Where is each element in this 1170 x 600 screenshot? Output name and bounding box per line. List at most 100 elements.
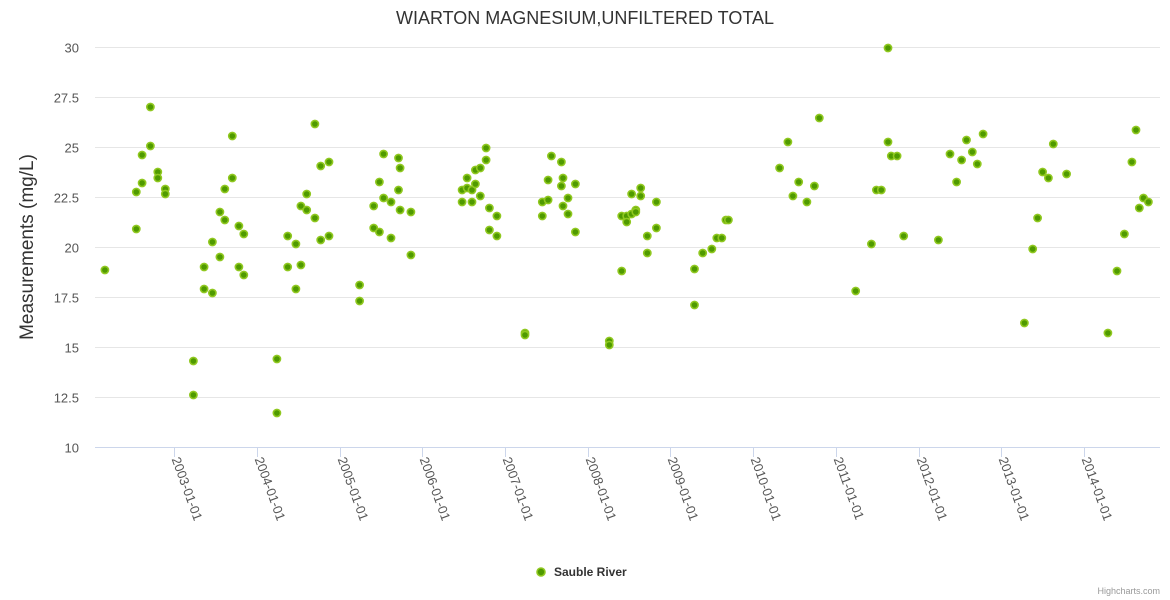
data-point[interactable] [475, 163, 485, 173]
data-point[interactable] [283, 262, 293, 272]
data-point[interactable] [467, 197, 477, 207]
data-point[interactable] [395, 163, 405, 173]
data-point[interactable] [374, 177, 384, 187]
data-point[interactable] [558, 173, 568, 183]
data-point[interactable] [617, 266, 627, 276]
data-point[interactable] [492, 211, 502, 221]
credits-link[interactable]: Highcharts.com [1097, 586, 1160, 596]
data-point[interactable] [188, 390, 198, 400]
data-point[interactable] [978, 129, 988, 139]
data-point[interactable] [272, 354, 282, 364]
data-point[interactable] [492, 231, 502, 241]
data-point[interactable] [814, 113, 824, 123]
data-point[interactable] [547, 151, 556, 161]
data-point[interactable] [316, 235, 326, 245]
data-point[interactable] [234, 262, 244, 272]
data-point[interactable] [239, 229, 249, 239]
data-point[interactable] [1038, 167, 1047, 177]
data-point[interactable] [302, 205, 312, 215]
data-point[interactable] [883, 43, 893, 53]
data-point[interactable] [652, 197, 661, 207]
data-point[interactable] [622, 217, 632, 227]
data-point[interactable] [296, 201, 306, 211]
data-point[interactable] [571, 227, 580, 237]
data-point[interactable] [557, 157, 566, 167]
data-point[interactable] [227, 131, 237, 141]
data-point[interactable] [1033, 213, 1042, 223]
data-point[interactable] [137, 150, 147, 160]
data-point[interactable] [1048, 139, 1058, 149]
data-point[interactable] [145, 102, 155, 112]
data-point[interactable] [302, 189, 312, 199]
data-point[interactable] [557, 181, 566, 191]
data-point[interactable] [802, 197, 812, 207]
data-point[interactable] [1127, 157, 1137, 167]
data-point[interactable] [563, 193, 573, 203]
data-point[interactable] [563, 209, 573, 219]
data-point[interactable] [851, 286, 861, 296]
data-point[interactable] [355, 280, 364, 290]
data-point[interactable] [636, 183, 646, 193]
data-point[interactable] [642, 231, 652, 241]
data-point[interactable] [717, 233, 727, 243]
data-point[interactable] [631, 207, 641, 217]
data-point[interactable] [543, 175, 553, 185]
data-point[interactable] [892, 151, 902, 161]
data-point[interactable] [227, 173, 237, 183]
data-point[interactable] [876, 185, 886, 195]
data-point[interactable] [296, 260, 306, 270]
data-point[interactable] [131, 224, 141, 234]
data-point[interactable] [395, 205, 405, 215]
data-point[interactable] [481, 155, 491, 165]
data-point[interactable] [220, 184, 230, 194]
data-point[interactable] [484, 203, 494, 213]
data-point[interactable] [394, 153, 403, 163]
data-point[interactable] [642, 248, 652, 258]
data-point[interactable] [962, 135, 971, 145]
data-point[interactable] [867, 239, 876, 249]
legend-item-sauble-river[interactable]: Sauble River [536, 565, 627, 579]
data-point[interactable] [386, 233, 396, 243]
data-point[interactable] [1062, 169, 1071, 179]
data-point[interactable] [324, 231, 334, 241]
data-point[interactable] [1028, 244, 1038, 254]
data-point[interactable] [215, 207, 225, 217]
data-point[interactable] [724, 215, 733, 225]
data-point[interactable] [272, 408, 282, 418]
data-point[interactable] [199, 262, 209, 272]
data-point[interactable] [153, 173, 163, 183]
data-point[interactable] [698, 248, 708, 258]
data-point[interactable] [475, 191, 485, 201]
data-point[interactable] [690, 300, 699, 310]
data-point[interactable] [369, 223, 379, 233]
data-point[interactable] [604, 340, 614, 350]
data-point[interactable] [386, 197, 396, 207]
data-point[interactable] [690, 264, 699, 274]
data-point[interactable] [316, 161, 326, 171]
data-point[interactable] [1144, 197, 1153, 207]
data-point[interactable] [899, 231, 909, 241]
data-point[interactable] [558, 201, 568, 211]
data-point[interactable] [1103, 328, 1113, 338]
data-point[interactable] [788, 191, 798, 201]
data-point[interactable] [207, 288, 217, 298]
data-point[interactable] [537, 211, 547, 221]
data-point[interactable] [543, 195, 553, 205]
data-point[interactable] [627, 189, 636, 199]
data-point[interactable] [571, 179, 580, 189]
data-point[interactable] [379, 149, 388, 159]
data-point[interactable] [374, 227, 384, 237]
data-point[interactable] [1020, 318, 1029, 328]
data-point[interactable] [394, 185, 403, 195]
data-point[interactable] [1044, 173, 1053, 183]
data-point[interactable] [1120, 229, 1129, 239]
data-point[interactable] [457, 197, 467, 207]
data-point[interactable] [199, 284, 209, 294]
data-point[interactable] [283, 231, 293, 241]
data-point[interactable] [379, 193, 388, 203]
data-point[interactable] [220, 215, 230, 225]
data-point[interactable] [324, 157, 334, 167]
data-point[interactable] [470, 179, 480, 189]
data-point[interactable] [462, 173, 472, 183]
data-point[interactable] [934, 235, 943, 245]
